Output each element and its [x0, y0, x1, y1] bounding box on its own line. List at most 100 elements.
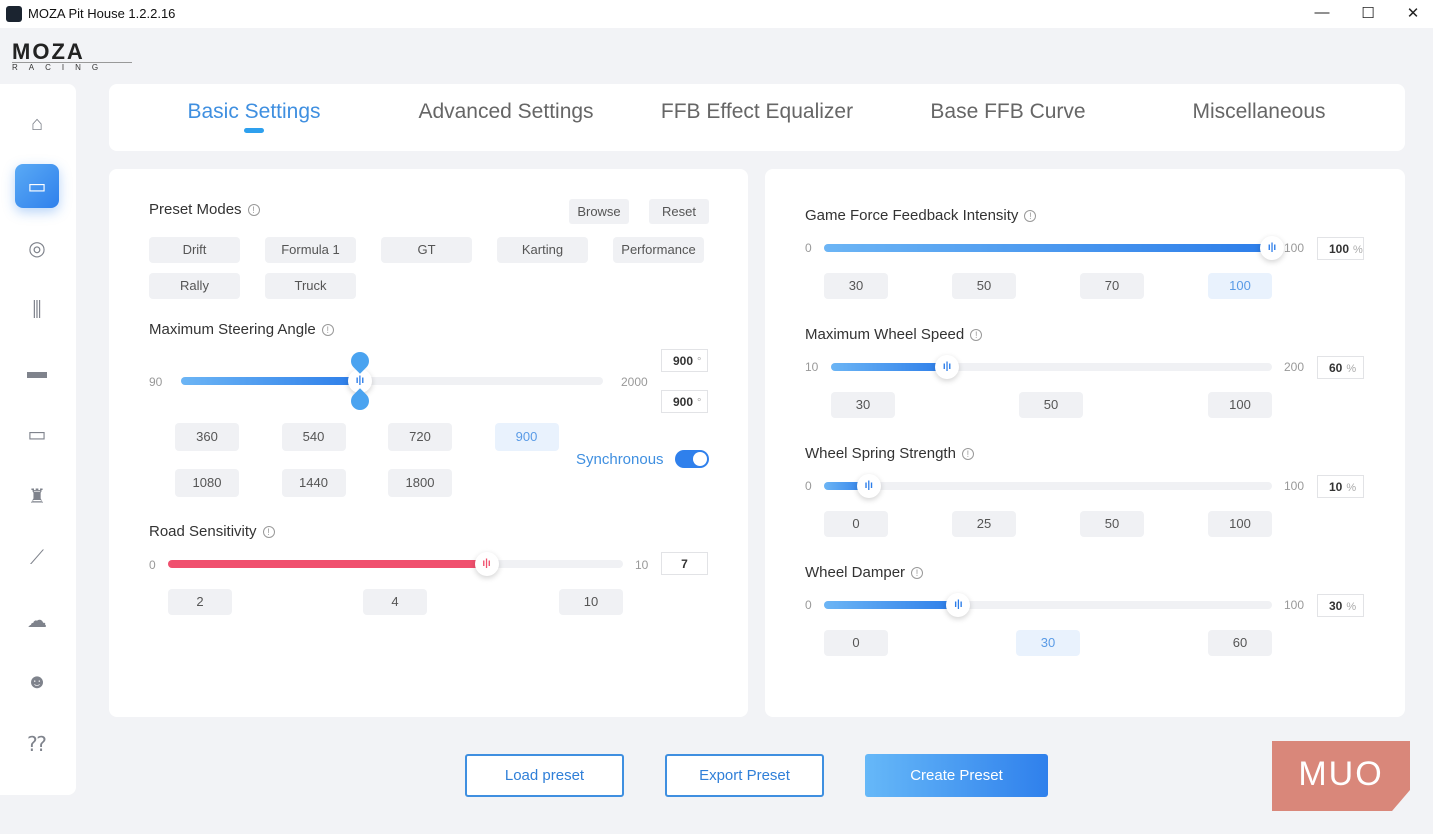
preset-modes-label-text: Preset Modes — [149, 201, 242, 218]
game-force-feedback-intensity-preset-100[interactable]: 100 — [1208, 273, 1272, 299]
steering-value-top-input[interactable]: 900 ° — [661, 349, 708, 372]
wheel-damper-max: 100 — [1284, 598, 1305, 612]
maximum-wheel-speed-preset-50[interactable]: 50 — [1019, 392, 1083, 418]
steering-min: 90 — [149, 375, 163, 389]
wheel-damper-label-text: Wheel Damper — [805, 564, 906, 581]
reset-button[interactable]: Reset — [649, 199, 709, 224]
road-preset-2[interactable]: 2 — [168, 589, 232, 615]
info-icon[interactable]: ! — [321, 324, 334, 336]
road-sensitivity-label-text: Road Sensitivity — [149, 523, 257, 540]
wheel-spring-strength-preset-0[interactable]: 0 — [824, 511, 888, 537]
tab-advanced-settings[interactable]: Advanced Settings — [418, 100, 594, 123]
game-force-feedback-intensity-preset-50[interactable]: 50 — [952, 273, 1016, 299]
active-tab-indicator — [244, 128, 264, 133]
steering-preset-1440[interactable]: 1440 — [281, 469, 346, 497]
sidebar-item-cloud-upload[interactable]: ☁ — [15, 598, 59, 642]
wheel-spring-strength-preset-50[interactable]: 50 — [1080, 511, 1144, 537]
road-sensitivity-slider-thumb[interactable]: ı|ı — [474, 552, 499, 576]
wheel-damper-preset-0[interactable]: 0 — [824, 630, 888, 656]
sidebar-item-handbrake[interactable]: ⟋ — [15, 536, 59, 580]
wheel-damper-slider-track[interactable]: ı|ı — [824, 593, 1272, 617]
wheel-damper-slider-thumb[interactable]: ı|ı — [946, 593, 971, 617]
wheel-spring-strength-slider-thumb[interactable]: ı|ı — [856, 474, 881, 498]
wheel-spring-strength-input[interactable]: 10% — [1317, 475, 1364, 498]
preset-mode-gt[interactable]: GT — [381, 237, 472, 263]
wheel-damper-input[interactable]: 30% — [1317, 594, 1364, 617]
steering-slider-track[interactable]: ı|ı — [181, 369, 603, 393]
close-button[interactable]: ✕ — [1406, 5, 1420, 22]
browse-button[interactable]: Browse — [569, 199, 629, 224]
pedals-icon: ⫼ — [32, 298, 42, 321]
maximum-wheel-speed-input[interactable]: 60% — [1317, 356, 1364, 379]
create-preset-button[interactable]: Create Preset — [865, 754, 1048, 797]
sidebar-item-shifter[interactable]: ♜ — [15, 474, 59, 518]
load-preset-button[interactable]: Load preset — [465, 754, 624, 797]
minimize-button[interactable]: — — [1314, 4, 1330, 21]
wheel-spring-strength-slider-track[interactable]: ı|ı — [824, 474, 1272, 498]
maximum-wheel-speed-value: 60 — [1329, 361, 1343, 375]
game-force-feedback-intensity-slider-track[interactable]: ı|ı — [824, 236, 1284, 260]
steering-preset-540[interactable]: 540 — [281, 423, 346, 451]
preset-mode-drift[interactable]: Drift — [149, 237, 240, 263]
game-force-feedback-intensity-input[interactable]: 100% — [1317, 237, 1364, 260]
dashboard-display-icon: ▬ — [27, 360, 47, 383]
wheel-damper-preset-30[interactable]: 30 — [1016, 630, 1080, 656]
preset-mode-truck[interactable]: Truck — [265, 273, 356, 299]
export-preset-button[interactable]: Export Preset — [665, 754, 824, 797]
sidebar-item-wheelbase[interactable]: ▭ — [15, 164, 59, 208]
road-sensitivity-input[interactable]: 7 — [661, 552, 708, 575]
road-max: 10 — [635, 558, 649, 572]
cloud-upload-icon: ☁ — [27, 609, 47, 632]
road-preset-10[interactable]: 10 — [559, 589, 623, 615]
wheel-damper-preset-60[interactable]: 60 — [1208, 630, 1272, 656]
preset-mode-karting[interactable]: Karting — [497, 237, 588, 263]
wheel-spring-strength-preset-100[interactable]: 100 — [1208, 511, 1272, 537]
steering-preset-720[interactable]: 720 — [388, 423, 452, 451]
info-icon[interactable]: ! — [970, 329, 983, 341]
sidebar-item-home[interactable]: ⌂ — [15, 102, 59, 146]
game-force-feedback-intensity-max: 100 — [1284, 241, 1305, 255]
steering-preset-900[interactable]: 900 — [494, 423, 559, 451]
wheel-spring-strength-label-text: Wheel Spring Strength — [805, 445, 956, 462]
maximum-wheel-speed-slider-thumb[interactable]: ı|ı — [935, 355, 960, 379]
info-icon[interactable]: ! — [911, 567, 924, 579]
max-steering-angle-label: Maximum Steering Angle! — [149, 321, 334, 338]
tab-basic-settings[interactable]: Basic Settings — [187, 100, 321, 123]
preset-mode-rally[interactable]: Rally — [149, 273, 240, 299]
user-icon: ☻ — [26, 670, 48, 693]
steering-value-bottom-input[interactable]: 900 ° — [661, 390, 708, 413]
maximum-wheel-speed-slider-track[interactable]: ı|ı — [831, 355, 1272, 379]
preset-mode-performance[interactable]: Performance — [613, 237, 704, 263]
tab-miscellaneous[interactable]: Miscellaneous — [1192, 100, 1326, 123]
info-icon[interactable]: ! — [1024, 210, 1037, 222]
road-preset-4[interactable]: 4 — [363, 589, 427, 615]
sidebar-item-user[interactable]: ☻ — [15, 660, 59, 704]
app-icon — [6, 6, 22, 22]
road-sensitivity-slider-track[interactable]: ı|ı — [168, 552, 623, 576]
steering-preset-360[interactable]: 360 — [175, 423, 239, 451]
synchronous-toggle[interactable] — [675, 450, 709, 468]
game-force-feedback-intensity-preset-70[interactable]: 70 — [1080, 273, 1144, 299]
wheel-spring-strength-label: Wheel Spring Strength! — [805, 445, 974, 462]
road-value: 7 — [681, 557, 688, 571]
info-icon[interactable]: ! — [262, 526, 275, 538]
game-force-feedback-intensity-preset-30[interactable]: 30 — [824, 273, 888, 299]
steering-preset-1080[interactable]: 1080 — [175, 469, 239, 497]
info-icon[interactable]: ! — [247, 204, 260, 216]
sidebar-item-faq[interactable]: ⁇ — [15, 722, 59, 766]
maximize-button[interactable]: ☐ — [1361, 5, 1375, 22]
tab-base-ffb-curve[interactable]: Base FFB Curve — [930, 100, 1086, 123]
sidebar-item-steering-wheel[interactable]: ◎ — [15, 226, 59, 270]
maximum-wheel-speed-preset-30[interactable]: 30 — [831, 392, 895, 418]
steering-preset-1800[interactable]: 1800 — [388, 469, 452, 497]
sidebar-item-dashboard-display[interactable]: ▬ — [15, 350, 59, 394]
preset-mode-formula-1[interactable]: Formula 1 — [265, 237, 356, 263]
game-force-feedback-intensity-slider-thumb[interactable]: ı|ı — [1260, 236, 1284, 260]
sidebar-item-pedals[interactable]: ⫼ — [15, 288, 59, 332]
tab-ffb-effect-equalizer[interactable]: FFB Effect Equalizer — [660, 100, 854, 123]
wheel-spring-strength-preset-25[interactable]: 25 — [952, 511, 1016, 537]
sidebar-item-wheel-indicator[interactable]: ▭ — [15, 412, 59, 456]
synchronous-label: Synchronous — [576, 451, 664, 468]
maximum-wheel-speed-preset-100[interactable]: 100 — [1208, 392, 1272, 418]
info-icon[interactable]: ! — [961, 448, 974, 460]
